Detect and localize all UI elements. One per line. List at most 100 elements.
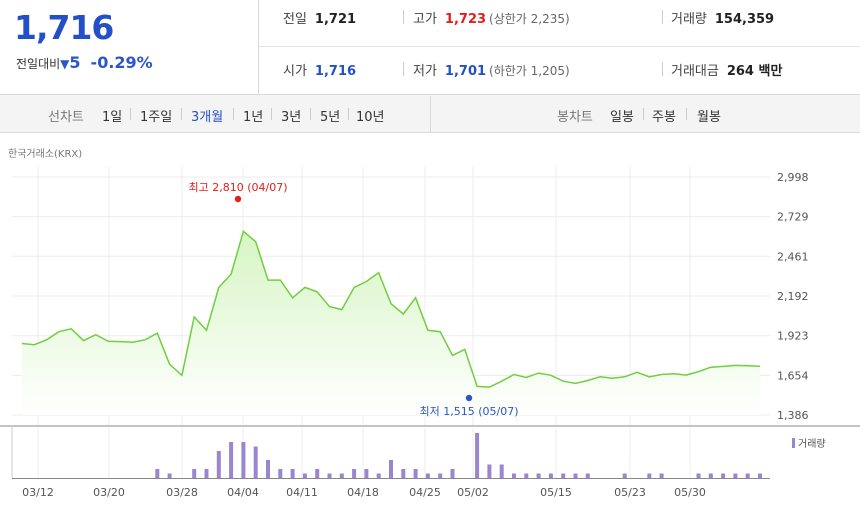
price-area <box>22 231 760 415</box>
x-tick-label: 03/12 <box>22 486 54 499</box>
x-tick-label: 03/20 <box>93 486 125 499</box>
change-label: 전일대비 <box>16 57 61 71</box>
down-arrow-icon: ▼ <box>60 57 70 71</box>
volume-bar <box>364 469 369 478</box>
divider <box>348 108 349 120</box>
volume: 거래량 154,359 <box>671 12 775 27</box>
volume-bar <box>536 473 541 478</box>
volume-bar <box>376 473 381 478</box>
divider <box>310 108 311 120</box>
candle-weekly[interactable]: 주봉 <box>652 110 676 125</box>
period-1d[interactable]: 1일 <box>102 110 123 125</box>
x-tick-label: 04/18 <box>347 486 379 499</box>
period-5y[interactable]: 5년 <box>320 110 341 125</box>
divider <box>403 10 404 24</box>
volume-bar <box>561 473 566 478</box>
period-1y[interactable]: 1년 <box>243 110 264 125</box>
volume-bar <box>524 473 529 478</box>
period-3y[interactable]: 3년 <box>281 110 302 125</box>
price-change: 전일대비▼5 -0.29% <box>16 53 153 72</box>
high-annotation: 최고 2,810 (04/07) <box>188 181 287 194</box>
volume-bar <box>425 473 430 478</box>
volume-bar <box>708 473 713 478</box>
change-percent: -0.29% <box>90 53 153 72</box>
x-tick-label: 04/25 <box>409 486 441 499</box>
y-tick-label: 1,386 <box>777 409 809 422</box>
volume-bar <box>733 473 738 478</box>
divider <box>130 108 131 120</box>
volume-bar <box>622 473 627 478</box>
x-tick-label: 05/23 <box>614 486 646 499</box>
volume-bar <box>339 473 344 478</box>
high-marker <box>234 195 242 203</box>
volume-bar <box>659 473 664 478</box>
volume-bar <box>499 464 504 478</box>
data-source: 한국거래소(KRX) <box>8 149 83 160</box>
x-tick-label: 04/04 <box>227 486 259 499</box>
volume-bar <box>216 451 221 478</box>
volume-bar <box>512 473 516 478</box>
y-tick-label: 1,654 <box>777 369 809 382</box>
divider <box>271 108 272 120</box>
period-3m[interactable]: 3개월 <box>191 110 224 125</box>
volume-bar <box>266 460 270 478</box>
volume-bar <box>487 464 492 478</box>
volume-bar <box>229 442 234 478</box>
volume-bar <box>758 473 762 478</box>
x-tick-label: 03/28 <box>166 486 198 499</box>
volume-bar <box>401 469 406 478</box>
x-tick-label: 05/02 <box>457 486 489 499</box>
volume-bar <box>315 469 320 478</box>
volume-bar <box>253 446 258 478</box>
low-marker <box>465 394 473 402</box>
line-chart-label: 선차트 <box>48 110 84 125</box>
volume-bar <box>647 473 652 478</box>
volume-bar <box>327 473 332 478</box>
trade-amount: 거래대금 264 백만 <box>671 64 783 79</box>
period-1w[interactable]: 1주일 <box>140 110 173 125</box>
volume-bar <box>438 473 443 478</box>
volume-bar <box>352 469 357 478</box>
divider <box>233 108 234 120</box>
y-tick-label: 2,461 <box>777 250 809 263</box>
prev-close: 전일 1,721 <box>283 12 357 27</box>
divider <box>181 108 182 120</box>
open-price: 시가 1,716 <box>283 64 357 79</box>
volume-bar <box>192 469 197 478</box>
volume-bar <box>585 473 590 478</box>
volume-bar <box>290 469 295 478</box>
candle-chart-label: 봉차트 <box>557 110 593 125</box>
volume-bar <box>450 469 455 478</box>
x-tick-label: 04/11 <box>286 486 318 499</box>
volume-legend: 거래량 <box>792 435 826 450</box>
y-tick-label: 2,192 <box>777 290 809 303</box>
divider <box>643 108 644 120</box>
quote-summary: 1,716 전일대비▼5 -0.29% 전일 1,721 고가 1,723 (상한가 2… <box>0 0 860 95</box>
y-tick-label: 2,998 <box>777 171 809 184</box>
volume-bar <box>745 473 750 478</box>
divider <box>403 62 404 76</box>
volume-bar <box>389 460 393 478</box>
period-10y[interactable]: 10년 <box>356 110 385 125</box>
divider <box>686 108 687 120</box>
volume-bar <box>167 473 172 478</box>
change-value: 5 <box>69 53 81 72</box>
x-tick-label: 05/30 <box>674 486 706 499</box>
volume-bar <box>278 469 283 478</box>
volume-bar <box>475 433 480 478</box>
volume-bar <box>204 469 209 478</box>
volume-bar <box>413 469 418 478</box>
toolbar-divider <box>430 96 431 132</box>
volume-bar <box>241 442 246 478</box>
candle-daily[interactable]: 일봉 <box>610 110 634 125</box>
volume-bar <box>721 473 726 478</box>
x-tick-label: 05/15 <box>540 486 572 499</box>
high-price: 고가 1,723 (상한가 2,235) <box>413 12 570 27</box>
volume-bar <box>302 473 307 478</box>
divider <box>662 10 663 24</box>
price-line <box>21 229 761 388</box>
price-box: 1,716 전일대비▼5 -0.29% <box>0 0 259 94</box>
candle-monthly[interactable]: 월봉 <box>697 110 721 125</box>
low-annotation: 최저 1,515 (05/07) <box>419 405 518 418</box>
